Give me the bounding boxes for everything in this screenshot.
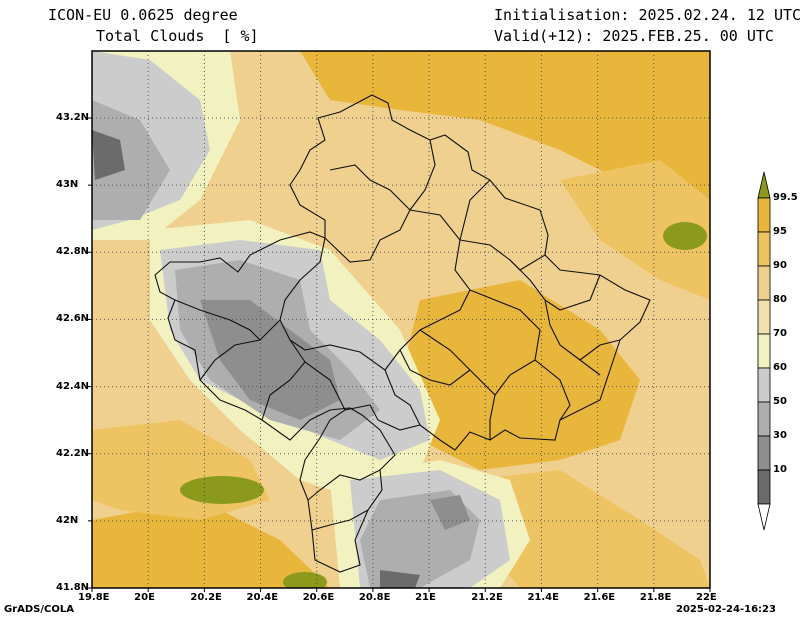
- lon-tick-label: 21E: [415, 592, 436, 603]
- map-grid: [92, 51, 710, 588]
- model-title: ICON-EU 0.0625 degree: [48, 6, 238, 24]
- lat-tick-label: 42.4N: [56, 380, 90, 392]
- lon-tick-label: 21.8E: [639, 592, 672, 603]
- cloud-zone-gray-south-dark: [380, 570, 420, 588]
- cloud-zone-gray-center-dark: [200, 300, 340, 420]
- lat-tick-label: 41.8N: [56, 582, 90, 593]
- colorbar-segment: [757, 367, 771, 403]
- colorbar-segment: [757, 469, 771, 505]
- cloud-field: [92, 51, 710, 588]
- border-line-19: [579, 339, 621, 361]
- lon-tick-label: 21.2E: [471, 592, 503, 603]
- border-line-8: [399, 349, 471, 386]
- axis-ticks: [88, 117, 711, 592]
- colorbar-segment: [757, 265, 771, 301]
- border-line-11: [261, 361, 306, 421]
- colorbar-level-label: 90: [773, 260, 787, 271]
- colorbar-bottom-arrow: [757, 503, 771, 531]
- colorbar-segment: [757, 299, 771, 335]
- colorbar-top-arrow: [757, 171, 771, 199]
- border-line-10: [289, 339, 346, 411]
- lat-tick-label: 43.2N: [56, 112, 90, 123]
- border-line-12: [199, 319, 281, 381]
- lon-tick-label: 20.8E: [358, 592, 391, 603]
- lon-tick-label: 21.4E: [527, 592, 559, 603]
- border-line-3: [384, 209, 471, 371]
- border-line-6: [419, 329, 496, 396]
- cloud-zone-max-south: [283, 572, 327, 588]
- cloud-zone-high-east: [400, 280, 640, 470]
- colorbar-segment: [757, 231, 771, 267]
- lon-tick-label: 20.6E: [302, 592, 335, 603]
- country-border-outline: [154, 94, 651, 573]
- lon-tick-label: 20E: [134, 592, 155, 603]
- border-line-15: [311, 509, 369, 531]
- colorbar-segment: [757, 333, 771, 369]
- cloud-zone-high-sw: [92, 500, 330, 588]
- init-time: Initialisation: 2025.02.24. 12 UTC: [494, 6, 800, 24]
- timestamp-label: 2025-02-24-16:23: [676, 604, 776, 615]
- colorbar: [757, 171, 771, 531]
- admin-borders: [154, 94, 651, 573]
- border-line-18: [544, 274, 601, 311]
- border-line-13: [307, 469, 381, 501]
- colorbar-level-label: 50: [773, 396, 787, 407]
- border-line-1: [279, 237, 421, 426]
- cloud-zone-gray-nw-dark: [92, 130, 125, 180]
- field-title: Total Clouds [ %]: [96, 27, 259, 45]
- border-line-2: [324, 164, 411, 263]
- lon-tick-label: 20.4E: [246, 592, 279, 603]
- colorbar-level-label: 10: [773, 464, 787, 475]
- valid-time: Valid(+12): 2025.FEB.25. 00 UTC: [494, 27, 774, 45]
- lon-tick-label: 20.2E: [190, 592, 222, 603]
- lat-tick-label: 42.6N: [56, 313, 90, 325]
- credit-label: GrADS/COLA: [4, 604, 74, 615]
- lon-tick-label: 19.8E: [78, 592, 110, 603]
- colorbar-level-label: 95: [773, 226, 787, 237]
- cloud-zone-max-west: [180, 476, 264, 504]
- cloud-zone-gray-nw-mid: [92, 100, 170, 220]
- lat-tick-label: 43N: [56, 179, 79, 191]
- cloud-zone-high-ne: [300, 51, 710, 200]
- colorbar-level-label: 70: [773, 328, 787, 339]
- lat-tick-label: 42N: [56, 514, 79, 526]
- cloud-zone-max-east: [663, 222, 707, 250]
- lat-tick-label: 42.2N: [56, 447, 90, 459]
- border-line-16: [459, 179, 491, 241]
- border-line-9: [409, 139, 436, 211]
- colorbar-level-label: 60: [773, 362, 787, 373]
- colorbar-segment: [757, 435, 771, 471]
- colorbar-level-label: 99.5: [773, 192, 798, 203]
- colorbar-segment: [757, 401, 771, 437]
- colorbar-level-label: 80: [773, 294, 787, 305]
- lon-tick-label: 22E: [696, 592, 717, 603]
- border-line-7: [534, 359, 571, 421]
- cloud-zone-high-south: [470, 470, 710, 588]
- lat-tick-label: 42.8N: [56, 246, 90, 258]
- colorbar-level-label: 30: [773, 430, 787, 441]
- border-line-14: [174, 299, 261, 341]
- lon-tick-label: 21.6E: [583, 592, 616, 603]
- colorbar-segment: [757, 197, 771, 233]
- border-line-17: [509, 254, 546, 271]
